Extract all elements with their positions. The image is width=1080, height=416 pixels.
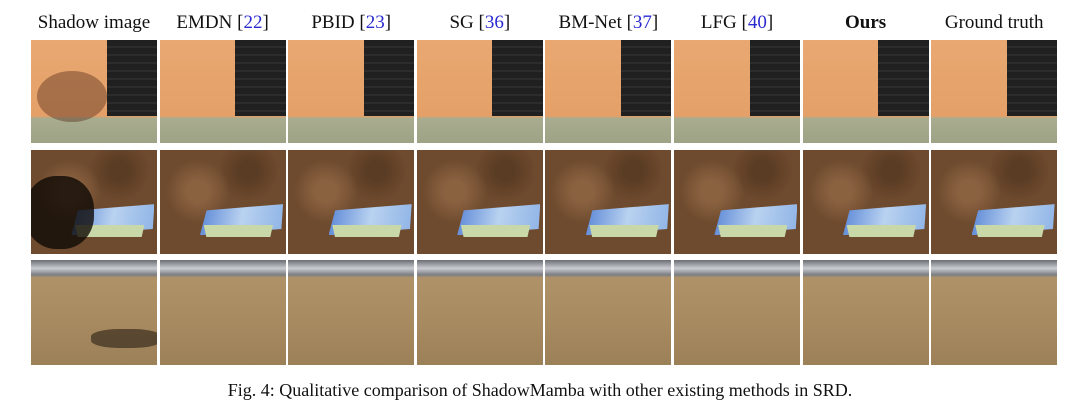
image-panel — [802, 260, 929, 365]
header-text: Shadow image — [37, 12, 151, 33]
column-header: Shadow image — [31, 12, 157, 34]
column-header: BM-Net [37] — [545, 12, 671, 34]
shutter — [492, 40, 543, 117]
shadow — [31, 176, 94, 249]
header-text: ] — [262, 12, 269, 33]
paper — [203, 224, 273, 238]
paper — [332, 224, 402, 238]
header-text: LFG [ — [700, 12, 748, 33]
header-text: ] — [766, 12, 774, 33]
shutter — [878, 40, 929, 117]
column-header: SG [36] — [417, 12, 543, 34]
column-header: Ours — [803, 12, 929, 34]
paper — [75, 224, 145, 238]
paper — [846, 224, 916, 238]
header-text: Ground truth — [944, 12, 1044, 33]
image-panel — [159, 150, 286, 254]
image-panel — [416, 40, 543, 143]
image-panel — [931, 260, 1058, 365]
header-text: ] — [651, 12, 659, 33]
image-panel — [545, 260, 672, 365]
header-text: ] — [503, 12, 511, 33]
image-panel — [931, 150, 1058, 254]
image-panel — [674, 150, 800, 254]
paper — [975, 224, 1045, 238]
column-header: EMDN [22] — [160, 12, 286, 34]
column-header: PBID [23] — [288, 12, 414, 34]
shutter — [106, 40, 157, 117]
header-text: SG [ — [449, 12, 485, 33]
citation: 37 — [632, 12, 652, 33]
column-header: Ground truth — [931, 12, 1057, 34]
image-panel — [31, 260, 157, 365]
shutter — [749, 40, 800, 117]
header-text: EMDN [ — [176, 12, 244, 33]
citation: 23 — [365, 12, 385, 33]
image-panel — [159, 40, 286, 143]
image-panel — [931, 40, 1058, 143]
header-text: PBID [ — [311, 12, 366, 33]
paper — [718, 224, 788, 238]
shutter — [363, 40, 415, 117]
caption: Fig. 4: Qualitative comparison of Shadow… — [227, 380, 853, 400]
image-panel — [802, 150, 929, 254]
image-panel — [288, 260, 415, 365]
image-panel — [288, 150, 415, 254]
image-panel — [674, 40, 800, 143]
shutter — [621, 40, 672, 117]
shadow — [91, 329, 157, 349]
shutter — [235, 40, 286, 117]
image-panel — [31, 40, 157, 143]
paper — [460, 224, 531, 238]
citation: 40 — [747, 12, 767, 33]
image-panel — [159, 260, 286, 365]
image-panel — [545, 40, 672, 143]
image-panel — [545, 150, 672, 254]
image-panel — [416, 260, 543, 365]
header-text: ] — [384, 12, 392, 33]
citation: 22 — [243, 12, 263, 33]
column-header: LFG [40] — [674, 12, 800, 34]
image-panel — [802, 40, 929, 143]
header-text: BM-Net [ — [558, 12, 633, 33]
image-panel — [416, 150, 543, 254]
header-text: Ours — [845, 12, 887, 33]
citation: 36 — [484, 12, 504, 33]
image-panel — [31, 150, 157, 254]
paper — [589, 224, 659, 238]
shadow — [37, 70, 107, 123]
image-panel — [674, 260, 800, 365]
shutter — [1006, 40, 1058, 117]
image-panel — [288, 40, 415, 143]
